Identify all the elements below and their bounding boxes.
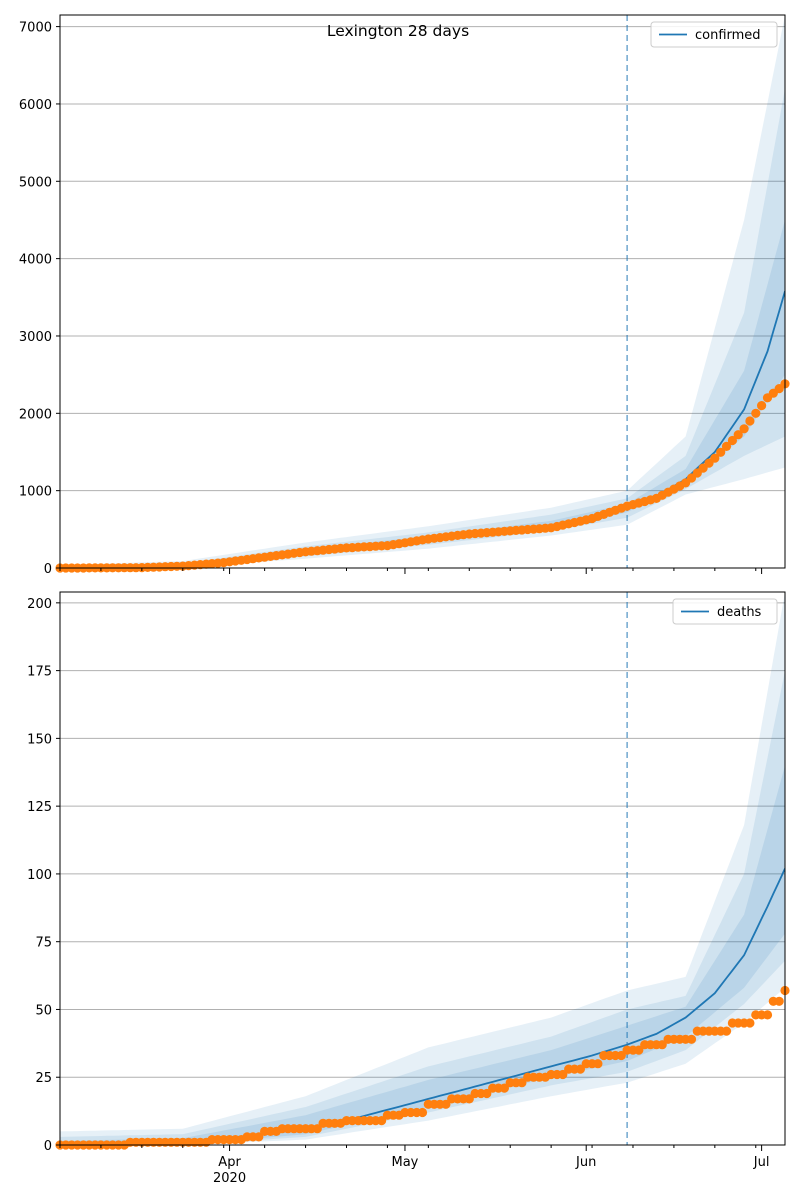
y-tick-label: 125 bbox=[27, 800, 52, 815]
axes-frame bbox=[59, 591, 786, 1146]
y-tick-label: 7000 bbox=[19, 21, 52, 36]
observed-point bbox=[751, 408, 761, 418]
observed-point bbox=[721, 1026, 732, 1036]
observed-point bbox=[727, 435, 738, 446]
legend-box bbox=[672, 598, 778, 625]
observed-point bbox=[312, 1124, 322, 1134]
y-tick-label: 2000 bbox=[19, 407, 52, 422]
observed-point bbox=[499, 1083, 509, 1093]
y-tick-label: 0 bbox=[44, 1139, 52, 1154]
legend-label: confirmed bbox=[695, 28, 761, 43]
observed-point bbox=[745, 416, 755, 426]
uncertainty-outer-band bbox=[60, 592, 785, 1145]
x-tick-label: Jul bbox=[753, 1155, 770, 1170]
legend-label: deaths bbox=[717, 605, 762, 620]
uncertainty-inner-band bbox=[60, 765, 785, 1145]
figure-title: Lexington 28 days bbox=[327, 22, 469, 40]
observed-point bbox=[762, 1010, 773, 1020]
observed-point bbox=[482, 1088, 492, 1099]
observed-point bbox=[575, 1064, 586, 1074]
observed-point bbox=[745, 1018, 755, 1028]
legend-box bbox=[650, 21, 778, 48]
observed-point bbox=[686, 1034, 697, 1044]
observed-point bbox=[558, 1069, 568, 1080]
observed-point bbox=[634, 1045, 644, 1055]
y-tick-label: 75 bbox=[35, 936, 52, 951]
confirmed-panel: 0 1000 2000 3000 4000 5000 6000 7000 confirmed bbox=[19, 14, 790, 577]
observed-point bbox=[377, 1116, 387, 1126]
observed-point bbox=[441, 1099, 451, 1109]
uncertainty-middle-band bbox=[60, 670, 785, 1145]
observed-point bbox=[757, 401, 767, 411]
observed-point bbox=[710, 453, 720, 463]
observed-point bbox=[657, 1040, 667, 1050]
observed-point bbox=[739, 424, 749, 434]
y-tick-label: 50 bbox=[35, 1003, 52, 1018]
y-tick-label: 200 bbox=[27, 597, 52, 612]
y-tick-label: 100 bbox=[27, 868, 52, 883]
observed-point bbox=[417, 1107, 428, 1118]
x-year-label: 2020 bbox=[213, 1171, 246, 1186]
y-tick-label: 150 bbox=[27, 732, 52, 747]
y-tick-label: 0 bbox=[44, 562, 52, 577]
y-tick-label: 6000 bbox=[19, 98, 52, 113]
observed-point bbox=[716, 447, 726, 457]
y-tick-label: 25 bbox=[35, 1071, 52, 1086]
observed-point bbox=[733, 430, 743, 440]
observed-point bbox=[464, 1094, 474, 1104]
y-tick-label: 4000 bbox=[19, 253, 52, 268]
y-tick-label: 175 bbox=[27, 665, 52, 680]
axes-frame bbox=[59, 14, 786, 569]
x-tick-label: May bbox=[392, 1155, 419, 1170]
x-tick-label: Jun bbox=[575, 1155, 596, 1170]
observed-point bbox=[593, 1059, 603, 1069]
observed-point bbox=[254, 1132, 264, 1142]
deaths-panel: 0 25 50 75 100 125 150 175 200 Apr May Jun Jul 2020 de… bbox=[27, 591, 790, 1186]
y-tick-label: 1000 bbox=[19, 485, 52, 500]
x-tick-label: Apr bbox=[218, 1155, 241, 1170]
observed-point bbox=[774, 996, 784, 1006]
observed-point bbox=[517, 1078, 527, 1088]
y-tick-label: 5000 bbox=[19, 175, 52, 190]
observed-point bbox=[616, 1050, 626, 1061]
y-tick-label: 3000 bbox=[19, 330, 52, 345]
observed-point bbox=[721, 441, 732, 451]
